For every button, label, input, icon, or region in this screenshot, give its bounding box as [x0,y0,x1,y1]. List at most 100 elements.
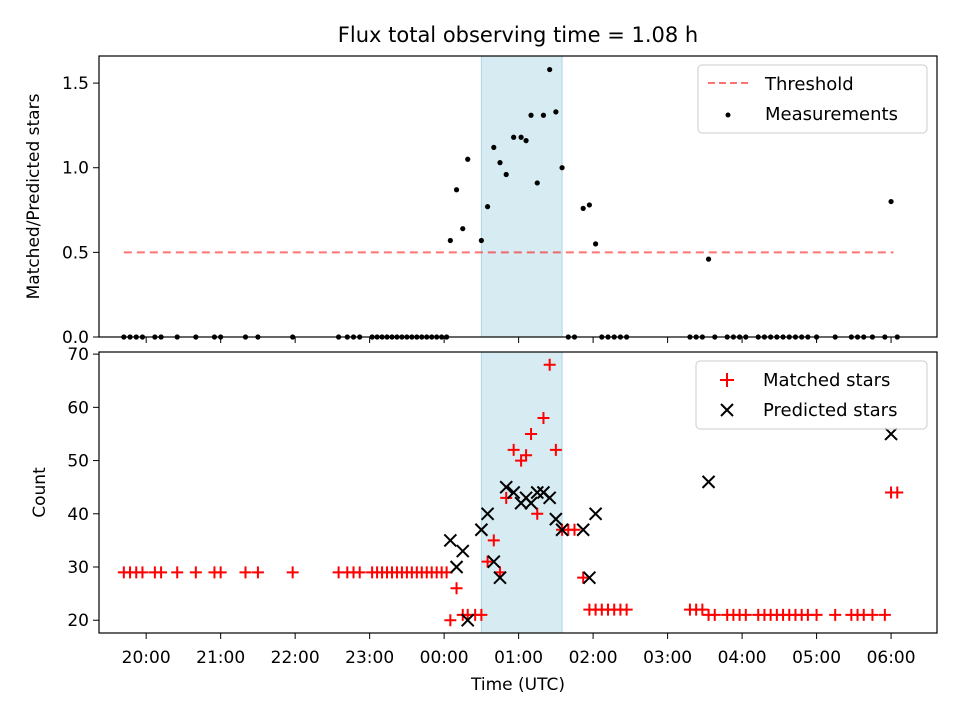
matched-stars-point [568,523,581,536]
predicted-stars-point [884,427,898,441]
matched-stars-point [189,566,202,579]
x-tick-label: 21:00 [196,648,245,668]
measurements-point [592,241,599,247]
predicted-stars-point [555,523,569,537]
y-tick-label: 0.5 [62,243,89,263]
measurements-point [518,134,524,140]
x-tick-label: 01:00 [494,648,543,668]
measurements-point [478,237,484,244]
y-tick-label: 70 [67,345,89,365]
matched-stars-point [239,566,252,579]
measurements-point [511,134,517,140]
measurements-point [465,156,471,162]
predicted-stars-point [701,475,716,489]
matched-stars-point [475,608,488,621]
y-tick-label: 40 [67,505,89,525]
matched-stars-point [171,566,184,579]
highlight-span [480,55,563,338]
ratio-panel: 0.0 0.5 1.0 1.5 Matched/Predicted stars Thr… [24,55,938,348]
y-tick-label: 20 [67,611,89,631]
legend-predicted-label: Predicted stars [763,400,897,421]
predicted-stars-point [461,613,475,627]
measurements-point [586,202,592,208]
legend-measurements-swatch [725,112,731,118]
matched-stars-point [286,566,299,579]
x-tick-label: 22:00 [271,648,320,668]
measurements-point [540,112,547,118]
legend-matched-swatch [720,373,734,387]
measurements-point [491,144,497,151]
predicted-stars-point [493,570,507,585]
y-tick-label: 1.0 [62,159,89,179]
y-tick-label: 30 [67,558,89,578]
legend-matched-label: Matched stars [763,370,890,391]
matched-stars-point [543,358,556,371]
matched-stars-point [891,486,904,499]
matched-stars-point [353,566,366,579]
count-ylabel: Count [30,467,50,518]
x-tick-label: 02:00 [569,648,618,668]
y-tick-label: 60 [67,398,89,418]
x-tick-label: 05:00 [792,648,841,668]
x-tick-label: 20:00 [122,648,171,668]
matched-stars-point [450,582,463,595]
x-axis-label: Time (UTC) [470,675,565,695]
measurements-point [547,66,553,73]
matched-stars-point [577,571,590,584]
matched-stars-point [136,566,149,579]
predicted-stars-point [524,496,538,510]
measurements-point [497,160,503,166]
matched-stars-point [444,614,457,627]
measurements-point [523,138,529,144]
matched-stars-point [829,608,842,621]
x-tick-label: 23:00 [345,648,394,668]
count-legend: Matched stars Predicted stars [695,360,928,430]
y-tick-label: 1.5 [62,74,89,94]
legend-threshold-label: Threshold [764,74,854,95]
measurements-point [484,204,491,210]
predicted-stars-point [506,485,521,500]
x-tick-label: 03:00 [643,648,692,668]
matched-stars-point [155,566,168,579]
x-tick-label: 04:00 [718,648,767,668]
count-panel: 20 30 40 50 60 70 20:00 21:00 22:00 23:00 00:00 01… [30,345,938,695]
matched-stars-point [878,608,891,621]
matched-stars-point [525,427,538,440]
x-tick-label: 00:00 [420,648,469,668]
predicted-stars-point [480,507,495,521]
measurements-point [534,180,540,186]
measurements-point [553,109,559,115]
matched-stars-point [520,449,533,462]
legend-measurements-label: Measurements [765,104,898,125]
x-tick-label: 06:00 [867,648,916,668]
matched-stars-point [866,608,879,621]
predicted-stars-point [499,480,513,494]
matched-stars-point [251,566,264,579]
measurements-point [705,256,712,262]
chart-title: Flux total observing time = 1.08 h [338,23,698,47]
matched-stars-point [481,555,494,568]
measurements-point [528,112,534,118]
matched-stars-point [531,507,544,520]
matched-stars-point [620,603,633,616]
predicted-stars-point [456,544,470,558]
predicted-stars-point [443,533,458,548]
predicted-stars-point [582,570,597,585]
y-tick-label: 0.0 [62,328,89,348]
measurements-point [503,171,509,178]
matched-stars-point [810,608,823,621]
matched-stars-point [696,603,709,616]
measurements-point [559,165,565,171]
count-panel-frame [98,351,938,634]
y-tick-label: 50 [67,452,89,472]
predicted-stars-point [530,485,544,500]
measurements-point [447,237,453,244]
measurements-point [888,198,894,205]
predicted-stars-point [576,523,590,537]
matched-stars-point [507,443,520,456]
measurements-point [460,226,466,232]
matched-stars-point [708,608,721,621]
ratio-panel-frame [98,55,938,338]
ratio-ylabel: Matched/Predicted stars [24,93,44,299]
